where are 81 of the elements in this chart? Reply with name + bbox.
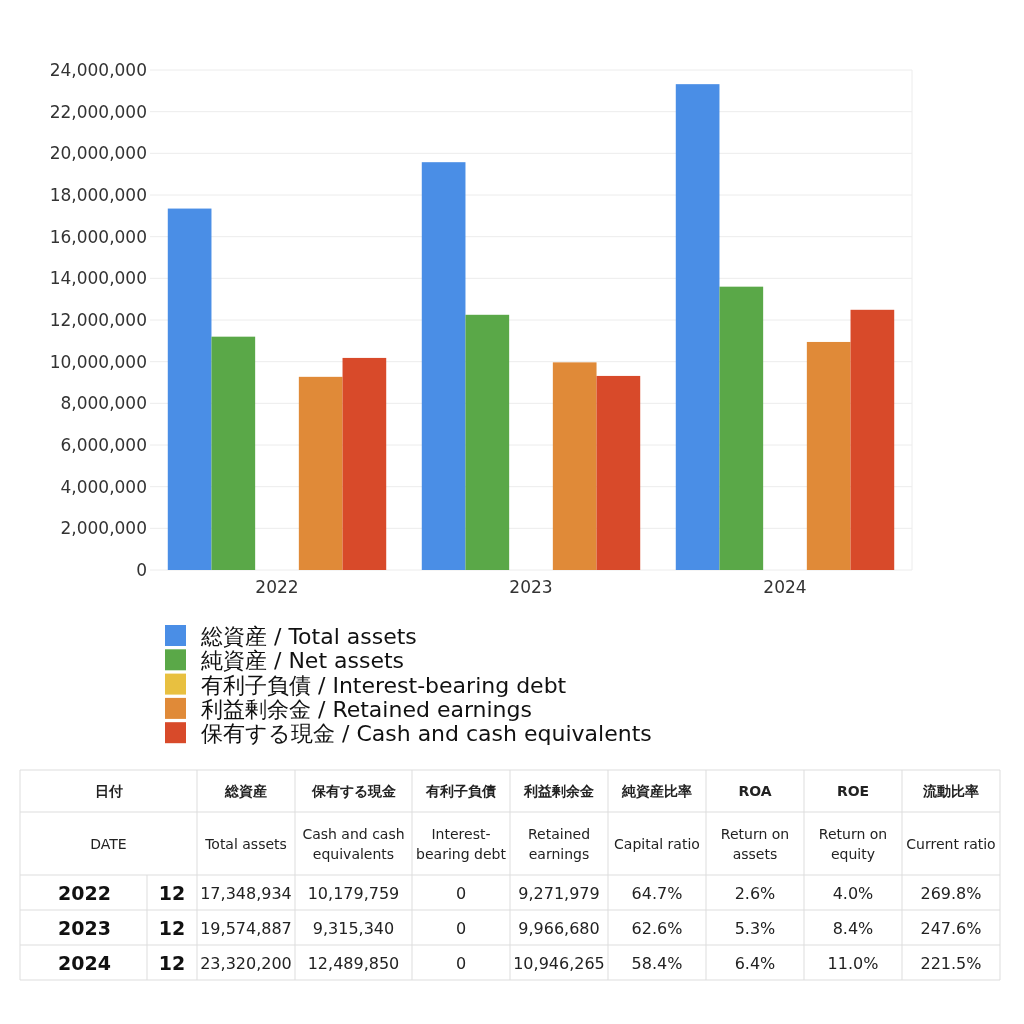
x-tick-label: 2024	[763, 577, 807, 597]
text: 11.0%	[827, 953, 879, 973]
text: 2022	[58, 881, 111, 904]
text: 247.6%	[920, 918, 982, 938]
text: Return on assets	[720, 825, 790, 862]
y-tick-label: 22,000,000	[49, 101, 147, 122]
text: Total assets	[204, 835, 287, 852]
text: 12,489,850	[307, 953, 400, 973]
text: 流動比率	[922, 783, 979, 799]
text: 62.6%	[631, 918, 683, 938]
bar	[552, 362, 597, 570]
text: Cash and cash equivalents	[302, 825, 405, 862]
text: 0	[455, 953, 467, 973]
text: 10,946,265	[513, 953, 605, 973]
text: Current ratio	[906, 835, 996, 852]
text: 19,574,887	[200, 918, 292, 938]
bar	[596, 375, 641, 570]
bar	[719, 286, 764, 570]
text: 12	[158, 881, 186, 904]
bar	[211, 336, 256, 570]
bar	[342, 357, 387, 570]
bar	[421, 162, 466, 570]
legend-label: 総資産 / Total assets	[200, 624, 417, 649]
text: Interest-bearing debt	[416, 825, 507, 862]
text: 純資産比率	[621, 783, 692, 799]
text: ROA	[738, 783, 772, 799]
text: Capital ratio	[614, 835, 700, 852]
y-tick-label: 10,000,000	[49, 351, 147, 372]
bar	[850, 309, 895, 570]
bar	[675, 84, 720, 570]
bar	[167, 208, 212, 570]
text: 12	[158, 951, 186, 974]
text: 64.7%	[631, 883, 683, 903]
x-tick-label: 2023	[509, 577, 553, 597]
text: 有利子負債	[425, 783, 496, 799]
legend-label: 純資産 / Net assets	[201, 648, 405, 674]
text: 9,271,979	[518, 883, 600, 903]
text: 269.8%	[920, 883, 982, 903]
y-tick-label: 4,000,000	[60, 476, 147, 497]
text: 0	[455, 883, 467, 903]
text: 17,348,934	[200, 883, 292, 903]
text: Retained earnings	[527, 825, 591, 862]
text: 5.3%	[734, 918, 776, 938]
y-tick-label: 20,000,000	[49, 143, 147, 164]
text: 58.4%	[631, 953, 683, 973]
y-tick-label: 18,000,000	[49, 185, 147, 205]
text: 6.4%	[734, 953, 776, 973]
text: ROE	[836, 783, 870, 799]
y-tick-label: 6,000,000	[60, 435, 147, 455]
text: 10,179,759	[307, 883, 400, 903]
y-tick-label: 14,000,000	[49, 268, 147, 289]
text: DATE	[90, 835, 127, 852]
text: 23,320,200	[200, 953, 292, 973]
text: 日付	[94, 783, 123, 799]
text: 0	[455, 918, 467, 938]
y-tick-label: 2,000,000	[60, 518, 147, 539]
text: Return on equity	[818, 825, 888, 862]
bar	[465, 314, 510, 570]
text: 保有する現金	[310, 783, 397, 799]
y-tick-label: 24,000,000	[49, 60, 147, 80]
text: 8.4%	[832, 918, 874, 938]
text: 9,315,340	[312, 918, 395, 938]
legend-label: 利益剰余金 / Retained earnings	[201, 696, 532, 722]
text: 利益剰余金	[523, 783, 595, 799]
y-tick-label: 12,000,000	[49, 310, 147, 330]
text: 2023	[58, 916, 111, 939]
text: 12	[158, 916, 186, 939]
text: 2.6%	[734, 883, 776, 903]
y-tick-label: 0	[136, 560, 147, 580]
text: 総資産	[224, 783, 267, 799]
x-tick-label: 2022	[255, 577, 299, 597]
text: 2024	[58, 951, 111, 974]
text: 221.5%	[920, 953, 982, 973]
y-tick-label: 16,000,000	[49, 226, 147, 247]
bar	[298, 376, 343, 570]
legend-label: 保有する現金 / Cash and cash equivalents	[201, 721, 652, 747]
text: 9,966,680	[518, 918, 600, 938]
y-tick-label: 8,000,000	[60, 393, 147, 414]
bar	[806, 341, 851, 570]
text: 4.0%	[832, 883, 874, 903]
legend-label: 有利子負債 / Interest-bearing debt	[201, 672, 567, 698]
